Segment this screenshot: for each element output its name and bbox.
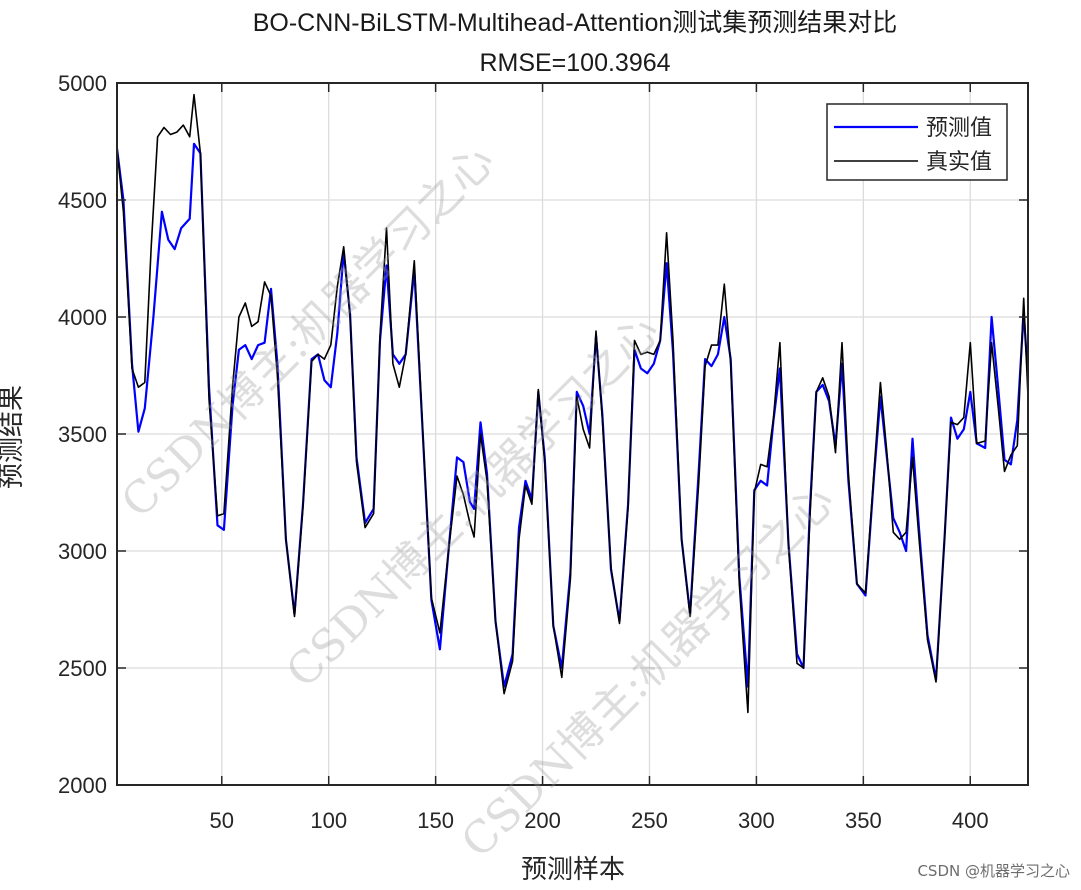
legend-box [826,103,1008,181]
y-axis-ticks: 2000 2500 3000 3500 4000 4500 5000 [58,71,1028,798]
chart-title: BO-CNN-BiLSTM-Multihead-Attention测试集预测结果… [253,9,898,37]
y-axis-label: 预测结果 [0,385,27,489]
x-tick-label: 200 [524,808,561,833]
series-line-actual [116,93,1029,714]
legend-label-actual: 真实值 [926,150,992,175]
x-tick-label: 150 [417,808,454,833]
x-tick-label: 50 [210,808,234,833]
y-tick-label: 3500 [58,422,107,447]
y-tick-label: 3000 [58,539,107,564]
y-tick-label: 4000 [58,305,107,330]
x-tick-label: 300 [738,808,775,833]
legend-label-predicted: 预测值 [926,116,992,141]
x-axis-ticks: 50 100 150 200 250 300 350 400 [210,83,989,833]
x-tick-label: 250 [631,808,668,833]
y-tick-label: 2500 [58,656,107,681]
legend: 预测值 真实值 [826,103,1008,181]
y-tick-label: 4500 [58,188,107,213]
series-line-predicted [115,142,1030,688]
chart-subtitle: RMSE=100.3964 [479,49,670,77]
series-lines [115,93,1030,714]
y-tick-label: 5000 [58,71,107,96]
y-tick-label: 2000 [58,773,107,798]
footer-watermark: CSDN @机器学习之心 [917,862,1070,880]
x-tick-label: 350 [845,808,882,833]
x-tick-label: 100 [310,808,347,833]
x-tick-label: 400 [952,808,989,833]
x-axis-label: 预测样本 [521,855,625,885]
